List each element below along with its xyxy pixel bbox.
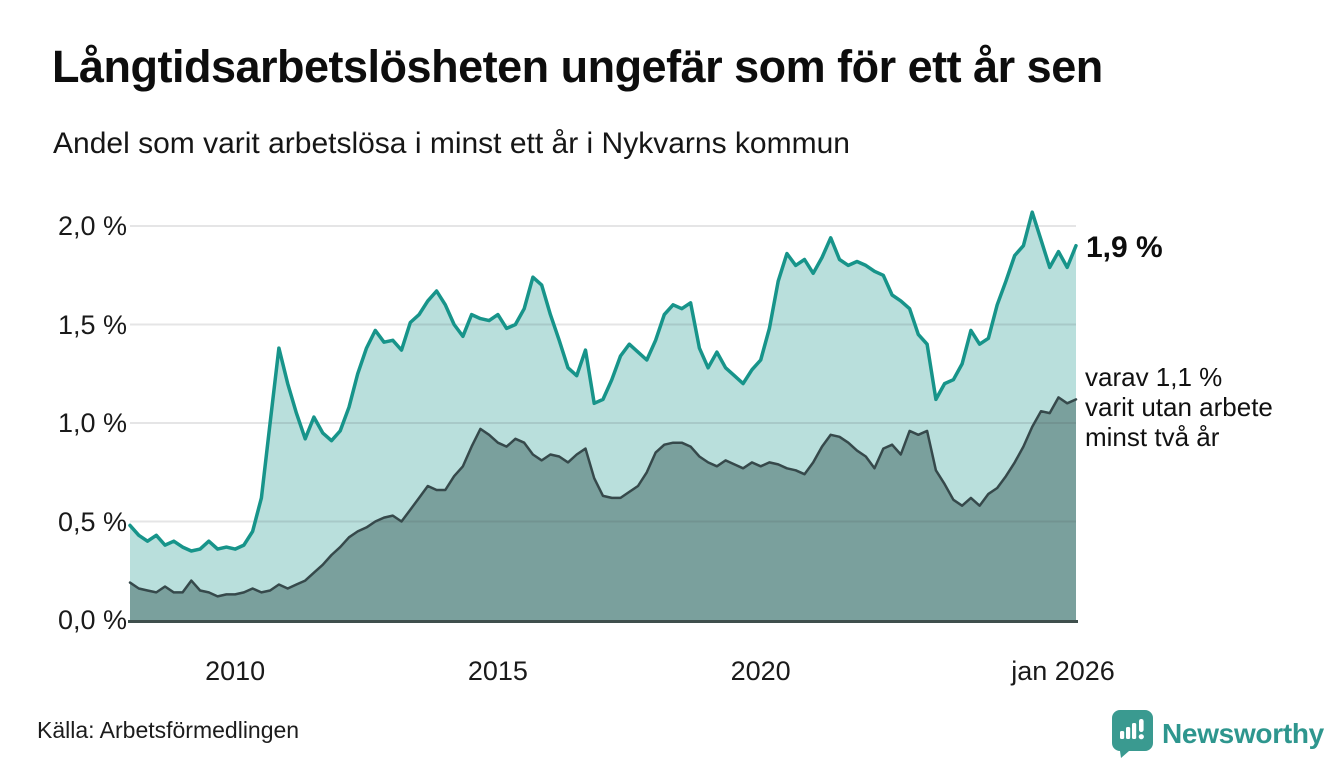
y-tick-label: 0,5 % <box>57 506 127 537</box>
chart-title: Långtidsarbetslösheten ungefär som för e… <box>52 41 1103 92</box>
y-tick-label: 2,0 % <box>57 211 127 241</box>
x-tick-label: 2010 <box>205 656 266 686</box>
x-tick-label: 2015 <box>467 656 528 686</box>
x-tick-label: jan 2026 <box>1011 656 1115 686</box>
newsworthy-wordmark: Newsworthy <box>1162 718 1324 749</box>
source-note: Källa: Arbetsförmedlingen <box>37 717 300 743</box>
newsworthy-logo-icon <box>1112 710 1153 758</box>
two-year-annotation: varav 1,1 % varit utan arbete minst två … <box>1085 362 1273 453</box>
newsworthy-brand: Newsworthy <box>1112 710 1324 758</box>
x-tick-label: 2020 <box>730 656 791 686</box>
latest-value-label: 1,9 % <box>1086 231 1163 264</box>
y-tick-label: 0,0 % <box>57 605 127 635</box>
chart-subtitle: Andel som varit arbetslösa i minst ett å… <box>53 127 850 160</box>
y-tick-label: 1,0 % <box>57 408 127 438</box>
y-tick-label: 1,5 % <box>57 309 127 340</box>
